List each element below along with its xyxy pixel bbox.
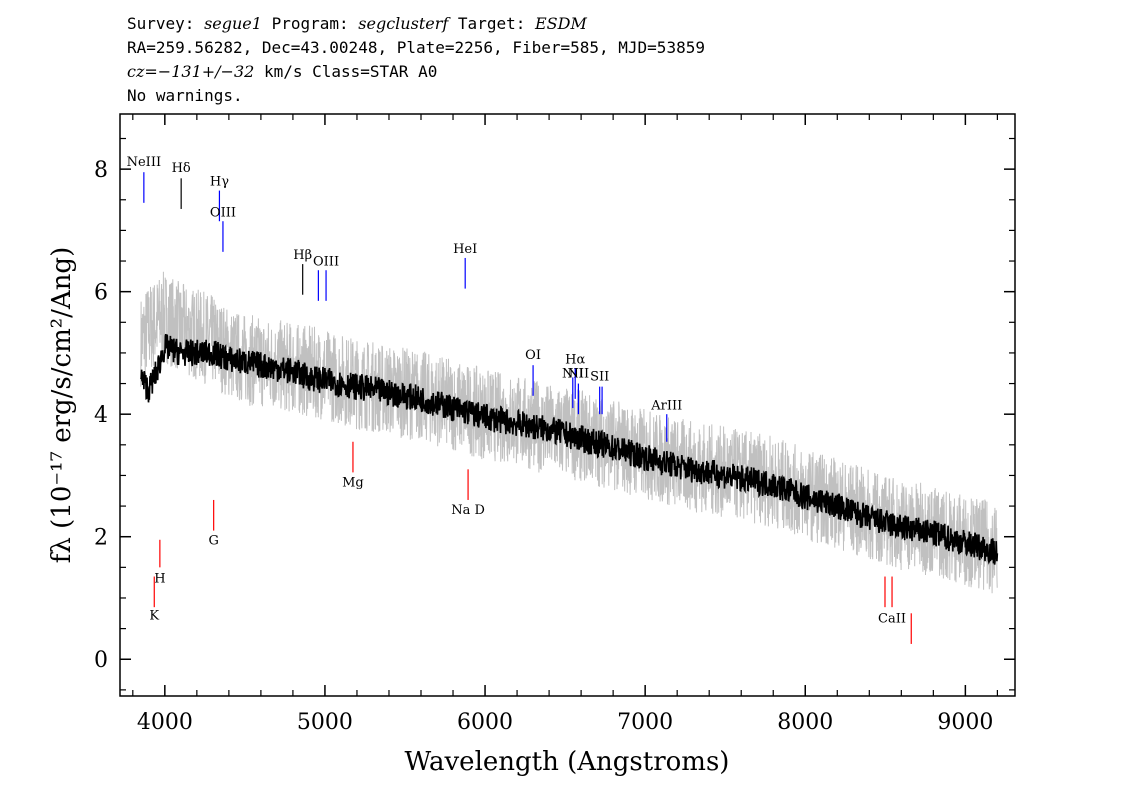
x-axis-title: Wavelength (Angstroms): [405, 747, 730, 777]
header-line-coordinates: RA=259.56282, Dec=43.00248, Plate=2256, …: [127, 38, 705, 57]
spectral-line-label: H: [154, 572, 165, 587]
y-tick-label: 6: [94, 281, 108, 306]
spectral-line-label: G: [208, 534, 218, 549]
y-tick-label: 2: [94, 526, 108, 551]
x-tick-label: 9000: [937, 710, 993, 735]
spectral-line-label: OIII: [210, 205, 236, 220]
target-label: Target:: [457, 14, 526, 33]
x-tick-label: 8000: [777, 710, 833, 735]
spectral-line-label: OI: [525, 348, 541, 363]
y-tick-label: 8: [94, 158, 108, 183]
plot-frame: [119, 113, 1016, 697]
spectral-line-label: HeI: [453, 242, 477, 257]
spectra-layer: [140, 271, 999, 594]
spectral-line-label: SII: [590, 369, 609, 384]
spectrum-header: Survey: segue1 Program: segclusterf Targ…: [127, 12, 705, 108]
spectral-line-label: ArIII: [650, 398, 682, 413]
y-tick-label: 0: [94, 648, 108, 673]
survey-value: segue1: [204, 14, 262, 33]
axis-ticks-layer: 4000 5000 6000 7000 8000 9000 0 2 4 6 8: [94, 114, 1015, 735]
spectral-line-label: NeIII: [127, 155, 161, 170]
spectral-line-label: Hγ: [210, 175, 229, 190]
header-line-warnings: No warnings.: [127, 86, 243, 105]
survey-label: Survey:: [127, 14, 195, 33]
x-tick-label: 5000: [297, 710, 353, 735]
y-tick-label: 4: [94, 403, 108, 428]
spectral-line-label: Hδ: [172, 161, 191, 176]
spectral-line-label: CaII: [878, 611, 906, 626]
spectral-line-label: Na D: [451, 503, 485, 518]
spectral-line-label: OIII: [313, 254, 339, 269]
header-line-survey: Survey: segue1 Program: segclusterf Targ…: [127, 12, 705, 36]
y-axis-title: fλ (10⁻¹⁷ erg/s/cm²/Ang): [47, 247, 77, 563]
x-tick-label: 7000: [617, 710, 673, 735]
program-value: segclusterf: [358, 14, 449, 33]
spectrum-series-smoothed: [140, 333, 999, 565]
redshift-class: km/s Class=STAR A0: [254, 62, 438, 81]
spectral-line-label: Mg: [342, 475, 364, 490]
target-value: ESDM: [535, 14, 587, 33]
x-tick-label: 4000: [137, 710, 193, 735]
spectral-line-label: Hα: [565, 352, 585, 367]
spectral-line-label: NII: [568, 366, 590, 381]
x-tick-label: 6000: [457, 710, 513, 735]
spectrum-series-flux: [140, 271, 998, 594]
program-label: Program:: [271, 14, 349, 33]
spectral-line-label: K: [149, 608, 159, 623]
spectral-line-label: Hβ: [293, 248, 312, 263]
redshift-value: cz=−131+/−32: [127, 62, 255, 81]
spectral-line-label: NII: [562, 366, 584, 381]
header-line-redshift: cz=−131+/−32 km/s Class=STAR A0: [127, 60, 705, 84]
